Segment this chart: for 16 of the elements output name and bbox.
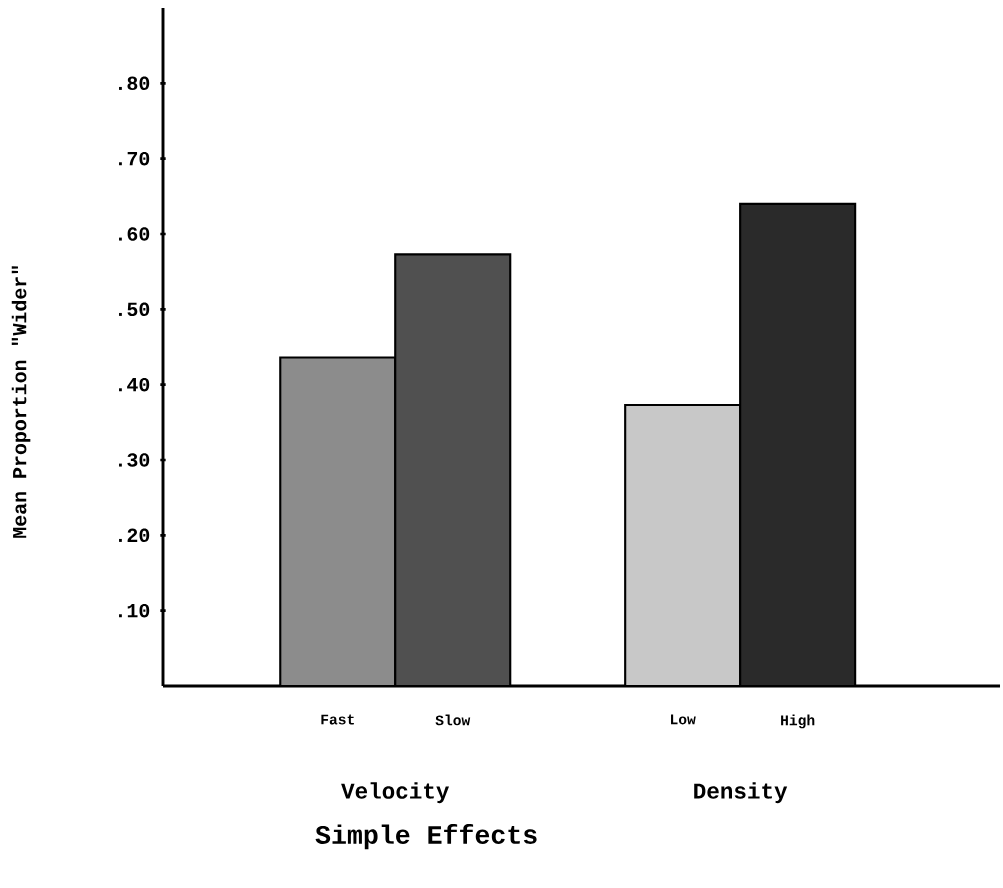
y-tick-label: .40 (119, 377, 150, 392)
text: Density (694, 782, 788, 804)
y-tick-label: .60 (119, 227, 150, 241)
text: Velocity (341, 782, 450, 804)
x-axis-title: Simple Effects (315, 824, 537, 850)
x-tick-label: High (781, 714, 815, 729)
x-tick-label: Slow (435, 714, 471, 726)
x-tick-label: Low (671, 714, 696, 725)
y-axis-title: Mean Proportion "Wider" (11, 266, 31, 538)
y-tick-label: .10 (119, 603, 150, 618)
x-tick-label: Fast (321, 714, 354, 725)
y-tick-label: .50 (119, 302, 150, 317)
y-tick-label: .80 (119, 76, 150, 91)
y-tick-label: .20 (119, 528, 150, 543)
y-tick-label: .70 (119, 151, 150, 166)
y-tick-label: .30 (119, 453, 150, 467)
